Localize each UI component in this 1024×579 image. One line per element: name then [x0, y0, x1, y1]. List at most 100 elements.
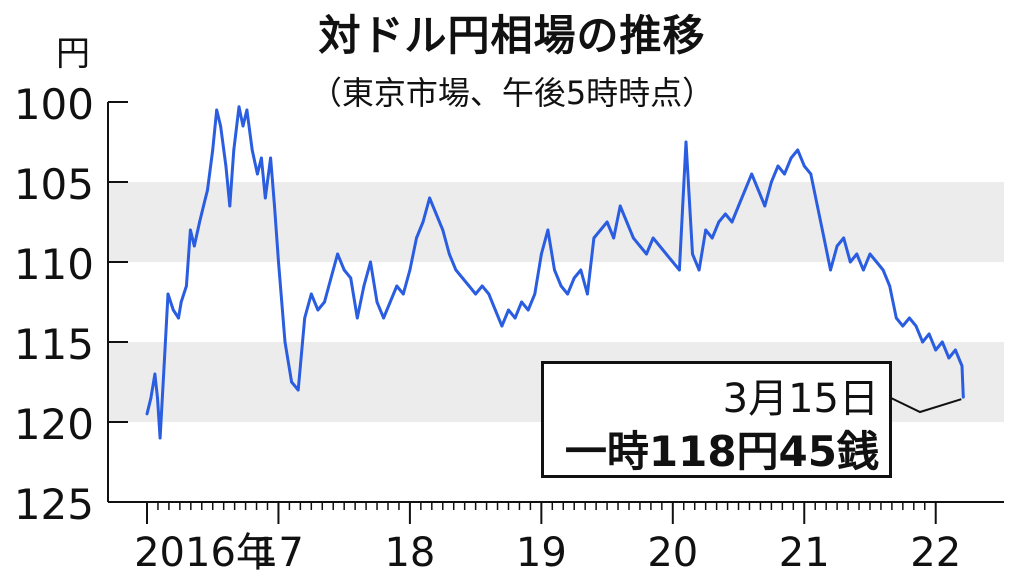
- data-point: [177, 316, 180, 320]
- data-point: [881, 268, 885, 272]
- data-point: [355, 316, 359, 320]
- data-point: [566, 292, 570, 296]
- data-point: [188, 228, 192, 232]
- data-point: [303, 316, 307, 320]
- data-point: [737, 204, 740, 208]
- data-point: [149, 396, 153, 400]
- data-point: [329, 276, 333, 280]
- shaded-band-0: [108, 182, 1004, 262]
- data-point: [599, 228, 602, 232]
- data-point: [401, 292, 405, 296]
- y-axis-labels: 100 105 110 115 120 125: [14, 80, 94, 529]
- data-point: [954, 348, 957, 352]
- callout-date: 3月15日: [722, 376, 879, 422]
- data-point: [415, 236, 418, 240]
- data-point: [835, 244, 839, 248]
- data-point: [179, 300, 183, 304]
- data-point: [533, 292, 537, 296]
- y-tick-label: 125: [14, 480, 94, 529]
- y-tick-label: 120: [14, 400, 94, 449]
- data-point: [769, 180, 773, 184]
- data-point: [500, 324, 504, 328]
- data-point: [750, 172, 754, 176]
- data-point: [309, 292, 313, 296]
- data-point: [914, 324, 918, 328]
- data-point: [526, 308, 530, 312]
- data-point: [612, 236, 616, 240]
- data-point: [908, 316, 911, 320]
- data-point: [592, 236, 596, 240]
- data-point: [940, 340, 944, 344]
- data-point: [934, 348, 938, 352]
- data-point: [245, 108, 249, 112]
- data-point: [162, 364, 166, 368]
- data-point: [198, 220, 201, 224]
- data-point: [710, 236, 714, 240]
- data-point: [664, 252, 668, 256]
- data-point: [395, 284, 399, 288]
- data-point: [546, 228, 550, 232]
- data-point: [461, 276, 464, 280]
- data-point: [947, 356, 951, 360]
- data-point: [691, 252, 694, 256]
- data-point: [408, 268, 412, 272]
- data-point: [960, 364, 964, 368]
- data-point: [342, 268, 346, 272]
- data-point: [875, 260, 878, 264]
- data-point: [467, 284, 471, 288]
- data-point: [677, 268, 681, 272]
- data-point: [145, 412, 149, 416]
- data-point: [273, 204, 276, 208]
- data-point: [638, 244, 642, 248]
- data-point: [362, 284, 366, 288]
- data-point: [697, 268, 701, 272]
- data-point: [894, 316, 898, 320]
- data-point: [684, 140, 688, 144]
- data-point: [263, 196, 267, 200]
- callout-leader: [890, 397, 962, 414]
- data-point: [454, 268, 458, 272]
- data-point: [520, 300, 524, 304]
- data-point: [888, 284, 892, 288]
- data-point: [723, 212, 727, 216]
- data-point: [277, 260, 280, 264]
- data-point: [796, 148, 800, 152]
- data-point: [816, 204, 819, 208]
- axes: [107, 101, 1004, 524]
- data-point: [290, 380, 293, 384]
- data-point: [572, 276, 576, 280]
- data-point: [717, 220, 721, 224]
- data-point: [829, 268, 832, 272]
- data-point: [250, 148, 254, 152]
- data-point: [862, 268, 865, 272]
- data-point: [232, 148, 236, 152]
- data-point: [382, 316, 386, 320]
- data-point: [645, 252, 648, 256]
- data-point: [192, 244, 196, 248]
- data-point: [783, 172, 786, 176]
- data-point: [605, 220, 609, 224]
- data-point: [166, 292, 170, 296]
- data-point: [848, 260, 852, 264]
- x-tick-label: 19: [516, 530, 567, 576]
- data-point: [704, 228, 708, 232]
- data-point: [927, 332, 931, 336]
- data-point: [375, 300, 379, 304]
- data-point: [388, 300, 392, 304]
- data-point: [789, 156, 793, 160]
- x-tick-label: 22: [910, 530, 961, 576]
- data-point: [776, 164, 780, 168]
- callout-pointer: [890, 397, 962, 414]
- callout-value: 一時118円45銭: [564, 427, 879, 476]
- y-tick-label: 110: [14, 240, 94, 289]
- data-point: [651, 236, 655, 240]
- series-layer: [145, 105, 965, 440]
- data-point: [921, 340, 924, 344]
- x-tick-label: 21: [779, 530, 830, 576]
- data-point: [658, 244, 662, 248]
- data-point: [559, 284, 563, 288]
- data-point: [625, 220, 629, 224]
- data-point: [349, 276, 353, 280]
- data-point: [579, 268, 583, 272]
- data-point: [961, 395, 965, 399]
